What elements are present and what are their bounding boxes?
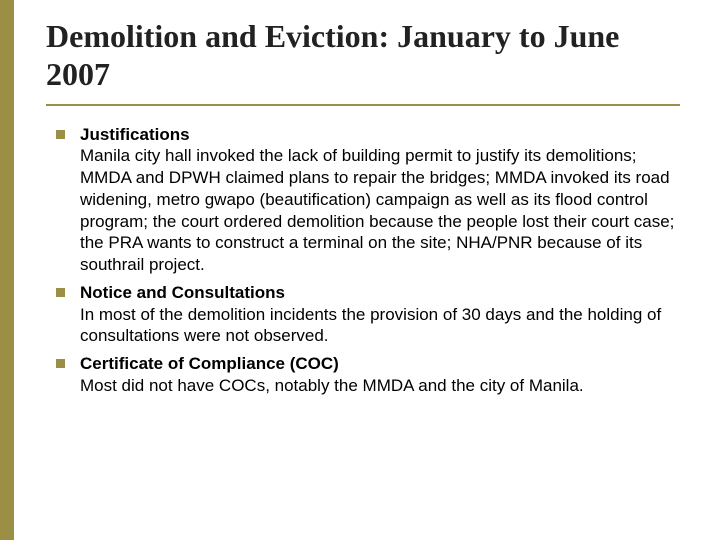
bullet-heading: Certificate of Compliance (COC) — [80, 354, 339, 373]
list-item: Notice and Consultations In most of the … — [54, 282, 680, 347]
bullet-heading: Justifications — [80, 125, 190, 144]
square-bullet-icon — [56, 130, 65, 139]
slide-container: Demolition and Eviction: January to June… — [0, 0, 720, 423]
list-item: Justifications Manila city hall invoked … — [54, 124, 680, 276]
bullet-list: Justifications Manila city hall invoked … — [46, 124, 680, 397]
title-underline — [46, 104, 680, 106]
list-item: Certificate of Compliance (COC) Most did… — [54, 353, 680, 397]
bullet-body: In most of the demolition incidents the … — [80, 305, 661, 346]
slide-title: Demolition and Eviction: January to June… — [46, 18, 680, 94]
accent-sidebar — [0, 0, 14, 540]
bullet-body: Manila city hall invoked the lack of bui… — [80, 146, 674, 274]
bullet-heading: Notice and Consultations — [80, 283, 285, 302]
square-bullet-icon — [56, 288, 65, 297]
square-bullet-icon — [56, 359, 65, 368]
bullet-body: Most did not have COCs, notably the MMDA… — [80, 376, 584, 395]
